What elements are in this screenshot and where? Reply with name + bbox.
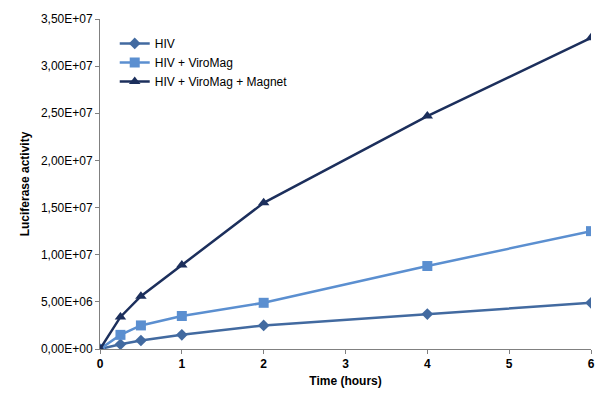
svg-text:3,00E+07: 3,00E+07 bbox=[41, 59, 93, 73]
svg-text:HIV + ViroMag + Magnet: HIV + ViroMag + Magnet bbox=[155, 75, 288, 89]
svg-text:Luciferase activity: Luciferase activity bbox=[18, 131, 32, 236]
svg-text:1,00E+07: 1,00E+07 bbox=[41, 248, 93, 262]
svg-text:HIV + ViroMag: HIV + ViroMag bbox=[155, 56, 233, 70]
svg-text:0: 0 bbox=[97, 357, 104, 371]
svg-text:3: 3 bbox=[342, 357, 349, 371]
svg-text:1: 1 bbox=[178, 357, 185, 371]
svg-text:HIV: HIV bbox=[155, 37, 175, 51]
svg-text:2,50E+07: 2,50E+07 bbox=[41, 106, 93, 120]
svg-text:2,00E+07: 2,00E+07 bbox=[41, 154, 93, 168]
svg-text:4: 4 bbox=[424, 357, 431, 371]
svg-text:0,00E+00: 0,00E+00 bbox=[41, 342, 93, 356]
svg-text:2: 2 bbox=[260, 357, 267, 371]
svg-text:5,00E+06: 5,00E+06 bbox=[41, 295, 93, 309]
svg-text:1,50E+07: 1,50E+07 bbox=[41, 201, 93, 215]
svg-text:3,50E+07: 3,50E+07 bbox=[41, 12, 93, 26]
svg-text:6: 6 bbox=[588, 357, 595, 371]
svg-text:5: 5 bbox=[506, 357, 513, 371]
svg-text:Time (hours): Time (hours) bbox=[309, 374, 381, 388]
